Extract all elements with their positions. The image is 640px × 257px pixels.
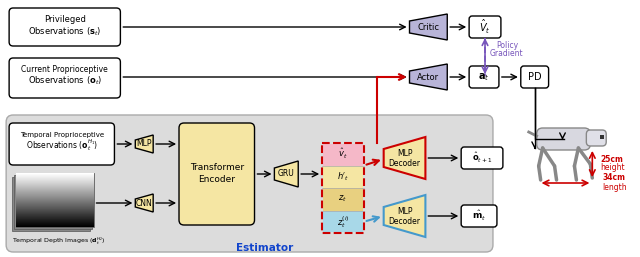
Text: 34cm: 34cm <box>603 173 626 182</box>
FancyBboxPatch shape <box>461 147 503 169</box>
Text: MLP: MLP <box>397 150 412 159</box>
Bar <box>14 175 92 229</box>
Polygon shape <box>383 195 426 237</box>
Text: Critic: Critic <box>417 23 440 32</box>
Text: CNN: CNN <box>136 198 152 207</box>
Text: Temporal Proprioceptive: Temporal Proprioceptive <box>20 132 104 138</box>
Bar <box>323 144 363 166</box>
Text: GRU: GRU <box>278 170 294 179</box>
FancyBboxPatch shape <box>9 123 115 165</box>
Bar <box>600 135 604 139</box>
Bar <box>323 166 363 188</box>
FancyBboxPatch shape <box>469 16 501 38</box>
FancyBboxPatch shape <box>469 66 499 88</box>
Text: Privileged: Privileged <box>44 15 86 24</box>
Text: $\hat{V}_t$: $\hat{V}_t$ <box>479 18 491 36</box>
Text: PD: PD <box>528 72 541 82</box>
Bar <box>323 210 363 232</box>
Text: $\mathbf{a}_t$: $\mathbf{a}_t$ <box>478 71 490 83</box>
Bar <box>322 143 364 233</box>
Text: Estimator: Estimator <box>236 243 293 253</box>
FancyBboxPatch shape <box>521 66 548 88</box>
Text: Actor: Actor <box>417 72 440 81</box>
FancyBboxPatch shape <box>461 205 497 227</box>
FancyBboxPatch shape <box>586 130 606 146</box>
Polygon shape <box>410 14 447 40</box>
Bar <box>12 177 90 231</box>
Text: Observations ($\mathbf{o}_t$): Observations ($\mathbf{o}_t$) <box>28 75 102 87</box>
Text: $\hat{\mathbf{o}}_{t+1}$: $\hat{\mathbf{o}}_{t+1}$ <box>472 151 492 165</box>
FancyBboxPatch shape <box>9 8 120 46</box>
Text: Observations ($\mathbf{o}_t^{H_1}$): Observations ($\mathbf{o}_t^{H_1}$) <box>26 137 98 153</box>
Polygon shape <box>275 161 298 187</box>
FancyBboxPatch shape <box>6 115 493 252</box>
Bar <box>16 173 93 227</box>
Polygon shape <box>135 135 153 153</box>
Text: $z_t$: $z_t$ <box>339 194 348 205</box>
Polygon shape <box>383 137 426 179</box>
Text: Policy: Policy <box>496 41 518 50</box>
Polygon shape <box>410 64 447 90</box>
Text: length: length <box>602 182 627 191</box>
Text: Decoder: Decoder <box>388 217 420 226</box>
Text: $z_t^{(i)}$: $z_t^{(i)}$ <box>337 214 349 230</box>
Text: $\hat{\mathbf{m}}_t$: $\hat{\mathbf{m}}_t$ <box>472 209 486 223</box>
Text: MLP: MLP <box>136 140 152 149</box>
Text: Transformer: Transformer <box>189 163 244 172</box>
Polygon shape <box>135 194 153 212</box>
Text: Gradient: Gradient <box>490 50 524 59</box>
FancyBboxPatch shape <box>537 128 590 150</box>
Text: Encoder: Encoder <box>198 175 236 183</box>
Text: 25cm: 25cm <box>601 155 623 164</box>
FancyBboxPatch shape <box>9 58 120 98</box>
Text: height: height <box>600 163 625 172</box>
Text: Current Proprioceptive: Current Proprioceptive <box>21 66 108 75</box>
FancyBboxPatch shape <box>179 123 255 225</box>
Text: Observations ($\mathbf{s}_t$): Observations ($\mathbf{s}_t$) <box>28 26 102 38</box>
Bar <box>323 188 363 210</box>
Text: $\hat{v}_t$: $\hat{v}_t$ <box>338 147 348 161</box>
Text: $h'_t$: $h'_t$ <box>337 170 349 183</box>
Text: Temporal Depth Images ($\mathbf{d}_t^{H_2}$): Temporal Depth Images ($\mathbf{d}_t^{H_… <box>12 235 106 247</box>
Text: MLP: MLP <box>397 207 412 216</box>
Text: Decoder: Decoder <box>388 160 420 169</box>
